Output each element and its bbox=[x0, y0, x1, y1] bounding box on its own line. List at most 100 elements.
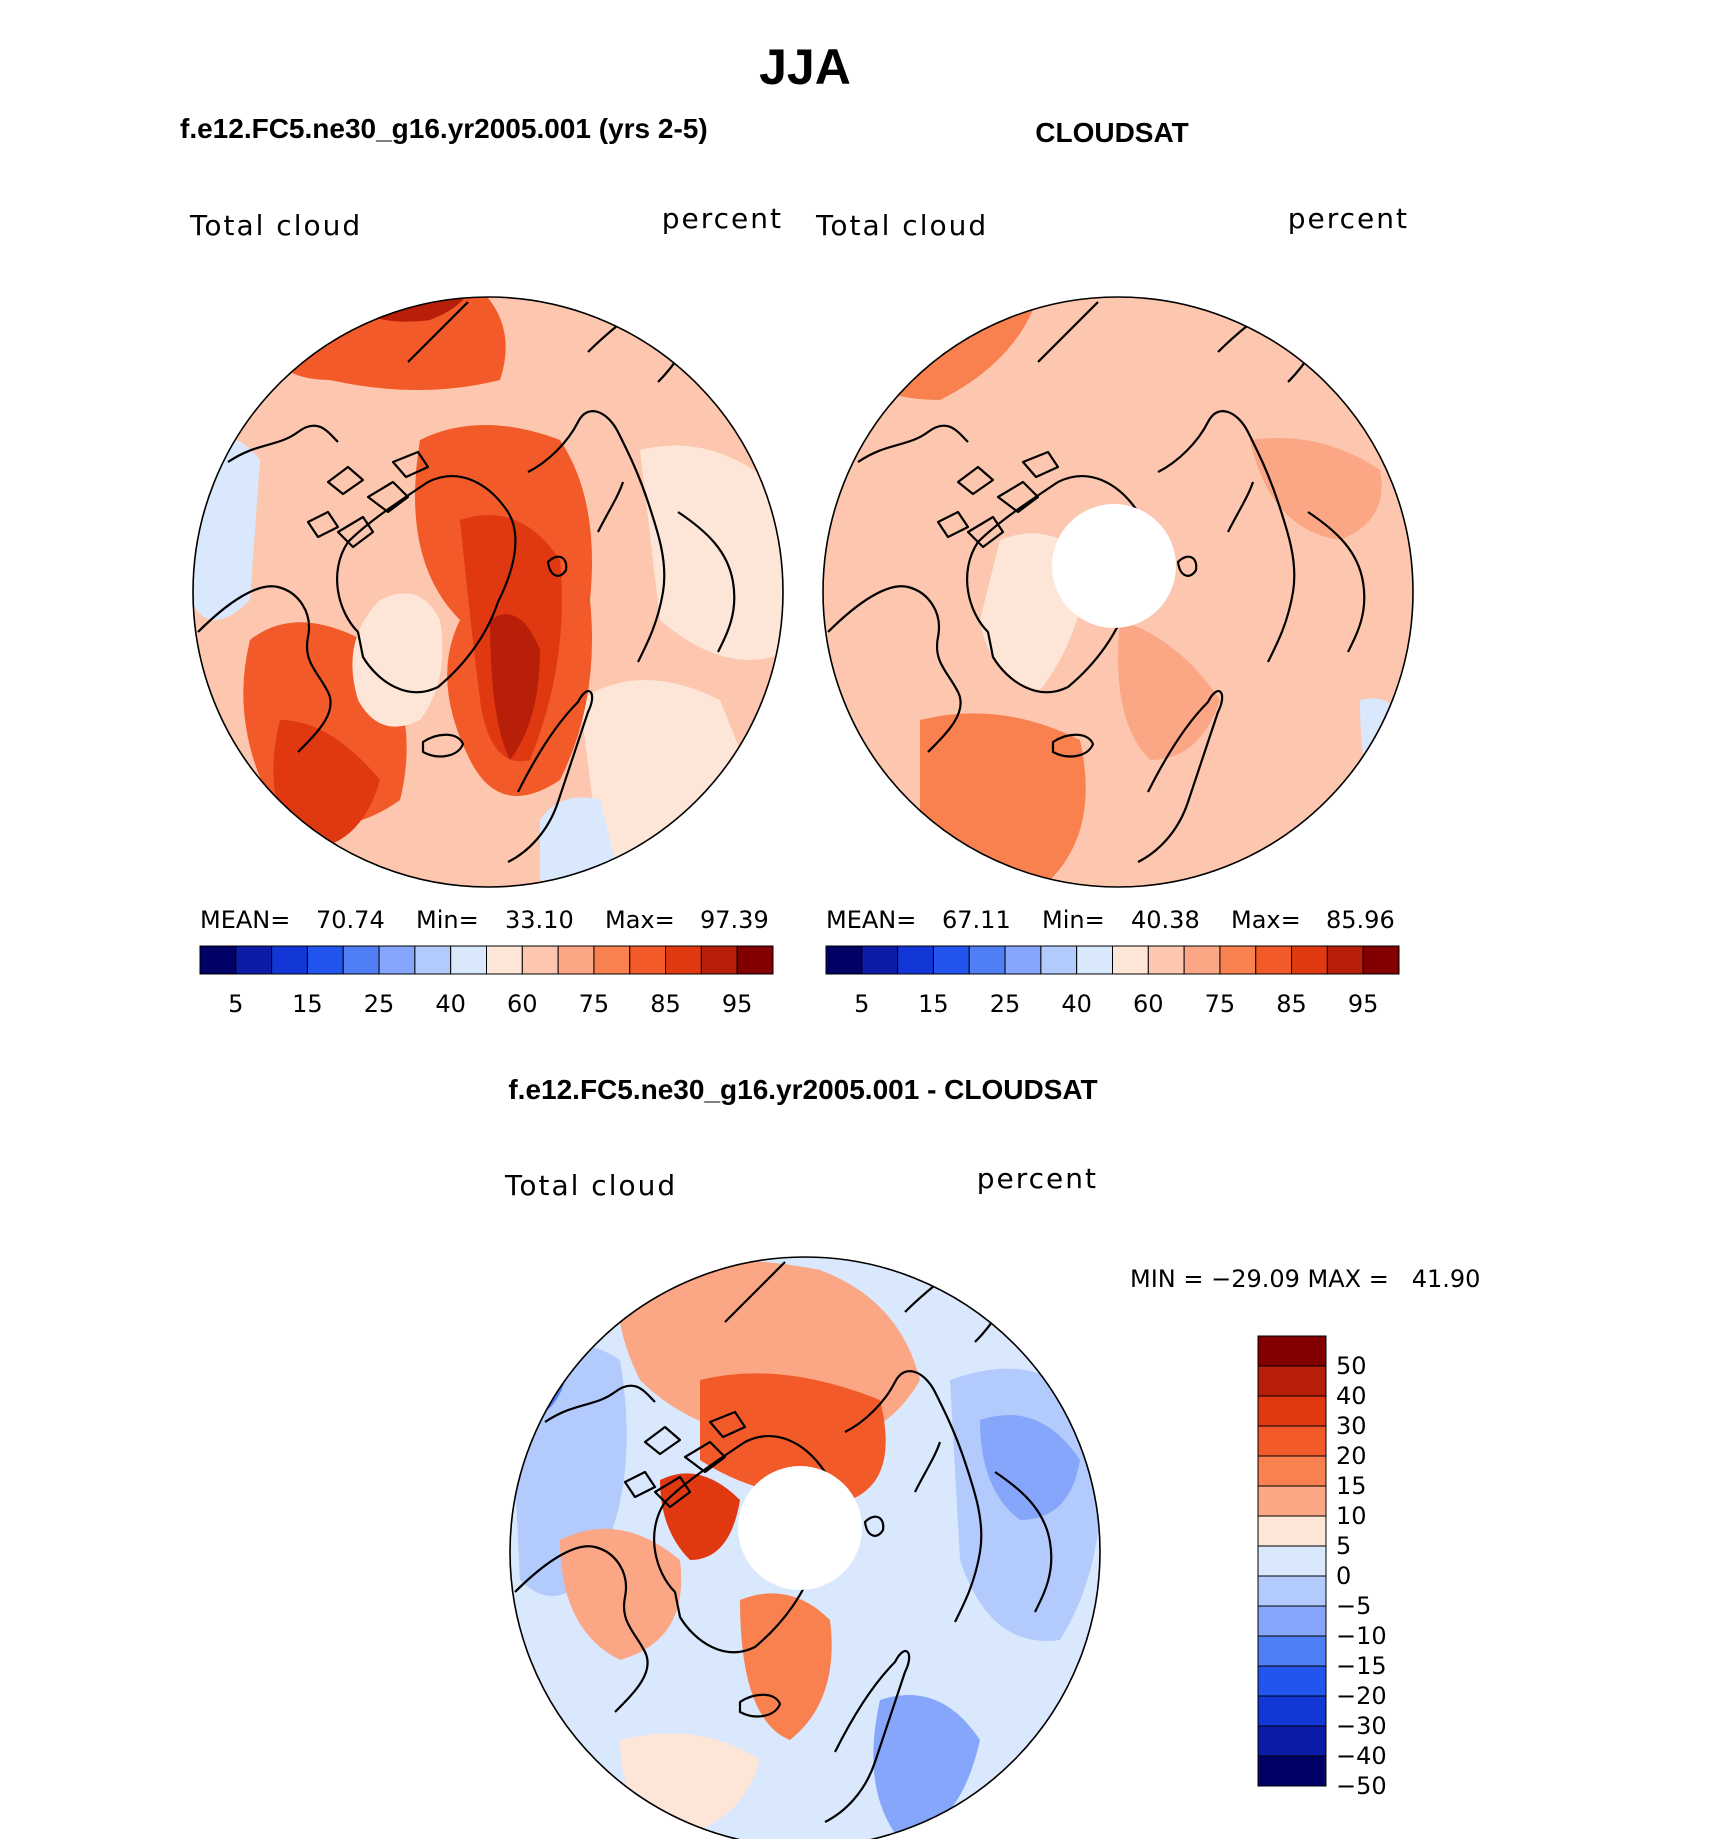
panel-obs-min-value: 40.38 bbox=[1131, 906, 1200, 934]
panel-difference-minmax: MIN = −29.09 MAX = 41.90 bbox=[1130, 1265, 1480, 1293]
panel-obs-mean-label: MEAN= bbox=[826, 906, 916, 934]
colorbar-difference-swatch bbox=[1257, 1605, 1327, 1637]
colorbar-obs-swatch bbox=[1040, 945, 1078, 975]
colorbar-difference-swatch bbox=[1257, 1395, 1327, 1427]
colorbar-model-swatch bbox=[342, 945, 380, 975]
panel-model-mean-value: 70.74 bbox=[316, 906, 385, 934]
panel-model-min-label: Min= bbox=[416, 906, 479, 934]
panel-model-variable-label: Total cloud bbox=[189, 209, 362, 242]
panel-obs-max-label: Max= bbox=[1231, 906, 1301, 934]
colorbar-model-swatch bbox=[557, 945, 595, 975]
panel-obs-max-value: 85.96 bbox=[1326, 906, 1395, 934]
colorbar-difference-swatch bbox=[1257, 1755, 1327, 1787]
colorbar-obs-tick-label: 60 bbox=[1133, 990, 1164, 1018]
panel-difference-units-label: percent bbox=[977, 1162, 1098, 1195]
panel-obs-header: CLOUDSAT bbox=[1035, 117, 1188, 148]
colorbar-model-tick-label: 60 bbox=[507, 990, 538, 1018]
colorbar-obs-swatch bbox=[1291, 945, 1328, 975]
colorbar-difference-tick-label: 5 bbox=[1336, 1532, 1351, 1560]
colorbar-difference-tick-label: 0 bbox=[1336, 1562, 1351, 1590]
panel-model-min-value: 33.10 bbox=[505, 906, 574, 934]
colorbar-model-swatch bbox=[521, 945, 559, 975]
panel-obs-variable-label: Total cloud bbox=[815, 209, 988, 242]
colorbar-model-swatch bbox=[665, 945, 702, 975]
colorbar-obs-swatch bbox=[897, 945, 934, 975]
colorbar-difference-tick-label: −50 bbox=[1336, 1772, 1387, 1800]
colorbar-obs-tick-label: 5 bbox=[854, 990, 869, 1018]
panel-obs-min-label: Min= bbox=[1042, 906, 1105, 934]
colorbar-model-tick-label: 5 bbox=[228, 990, 243, 1018]
colorbar-obs-swatch bbox=[1004, 945, 1042, 975]
colorbar-model-swatch bbox=[450, 945, 487, 975]
colorbar-model-swatch bbox=[199, 945, 237, 975]
colorbar-obs-swatch bbox=[1076, 945, 1113, 975]
colorbar-difference-swatch bbox=[1257, 1545, 1327, 1577]
panel-obs: CLOUDSAT Total cloud percent MEAN= 67.11… bbox=[815, 117, 1414, 1018]
colorbar-difference-swatch bbox=[1257, 1455, 1327, 1487]
colorbar-obs-tick-label: 25 bbox=[990, 990, 1021, 1018]
colorbar-difference-tick-label: −10 bbox=[1336, 1622, 1387, 1650]
colorbar-difference-swatch bbox=[1257, 1665, 1327, 1697]
colorbar-difference-swatch bbox=[1257, 1515, 1327, 1547]
colorbar-model-swatch bbox=[271, 945, 308, 975]
colorbar-obs-swatch bbox=[825, 945, 863, 975]
colorbar-obs: 5 15 25 40 60 75 85 95 bbox=[825, 945, 1400, 1018]
colorbar-obs-swatch bbox=[861, 945, 899, 975]
colorbar-difference-tick-label: 30 bbox=[1336, 1412, 1367, 1440]
polar-map-difference bbox=[510, 1257, 1100, 1839]
colorbar-model: 5 15 25 40 60 75 85 95 bbox=[199, 945, 774, 1018]
colorbar-model-swatch bbox=[306, 945, 344, 975]
colorbar-model-swatch bbox=[700, 945, 738, 975]
panel-model-header: f.e12.FC5.ne30_g16.yr2005.001 (yrs 2-5) bbox=[180, 113, 708, 144]
polar-map-obs bbox=[823, 297, 1413, 887]
colorbar-model-swatch bbox=[378, 945, 416, 975]
colorbar-model-tick-label: 95 bbox=[722, 990, 753, 1018]
colorbar-difference-swatch bbox=[1257, 1725, 1327, 1757]
colorbar-obs-swatch bbox=[968, 945, 1006, 975]
panel-difference: f.e12.FC5.ne30_g16.yr2005.001 - CLOUDSAT… bbox=[504, 1074, 1480, 1839]
colorbar-difference-swatch bbox=[1257, 1485, 1327, 1517]
colorbar-obs-swatch bbox=[1255, 945, 1293, 975]
colorbar-difference-swatch bbox=[1257, 1695, 1327, 1727]
colorbar-obs-swatch bbox=[1326, 945, 1364, 975]
colorbar-difference-tick-label: 20 bbox=[1336, 1442, 1367, 1470]
colorbar-difference-swatch bbox=[1257, 1575, 1327, 1607]
colorbar-obs-swatch bbox=[1112, 945, 1149, 975]
colorbar-difference-tick-label: −20 bbox=[1336, 1682, 1387, 1710]
colorbar-model-tick-label: 85 bbox=[650, 990, 681, 1018]
colorbar-obs-swatch bbox=[1219, 945, 1257, 975]
colorbar-model-tick-label: 40 bbox=[435, 990, 466, 1018]
colorbar-obs-tick-label: 40 bbox=[1061, 990, 1092, 1018]
colorbar-difference-swatch bbox=[1257, 1635, 1327, 1667]
colorbar-difference-tick-label: −15 bbox=[1336, 1652, 1387, 1680]
colorbar-model-swatch bbox=[414, 945, 452, 975]
panel-model-units-label: percent bbox=[662, 202, 783, 235]
colorbar-difference-tick-label: 10 bbox=[1336, 1502, 1367, 1530]
colorbar-difference-tick-label: 40 bbox=[1336, 1382, 1367, 1410]
colorbar-obs-swatch bbox=[1183, 945, 1221, 975]
colorbar-obs-tick-label: 15 bbox=[918, 990, 949, 1018]
colorbar-obs-tick-label: 85 bbox=[1276, 990, 1307, 1018]
panel-model-mean-label: MEAN= bbox=[200, 906, 290, 934]
colorbar-difference-swatch bbox=[1257, 1425, 1327, 1457]
colorbar-model-swatch bbox=[486, 945, 523, 975]
panel-model: f.e12.FC5.ne30_g16.yr2005.001 (yrs 2-5) … bbox=[180, 113, 784, 1018]
colorbar-model-tick-label: 15 bbox=[292, 990, 323, 1018]
colorbar-obs-swatch bbox=[1147, 945, 1185, 975]
panel-difference-variable-label: Total cloud bbox=[504, 1169, 677, 1202]
colorbar-difference-swatch bbox=[1257, 1365, 1327, 1397]
panel-obs-mean-value: 67.11 bbox=[942, 906, 1011, 934]
colorbar-model-swatch bbox=[593, 945, 631, 975]
colorbar-difference-tick-label: −40 bbox=[1336, 1742, 1387, 1770]
colorbar-obs-swatch bbox=[1362, 945, 1400, 975]
colorbar-difference-tick-label: 50 bbox=[1336, 1352, 1367, 1380]
colorbar-obs-tick-label: 95 bbox=[1348, 990, 1379, 1018]
panel-model-max-value: 97.39 bbox=[700, 906, 769, 934]
colorbar-model-swatch bbox=[629, 945, 667, 975]
colorbar-difference-tick-label: 15 bbox=[1336, 1472, 1367, 1500]
colorbar-difference-tick-label: −5 bbox=[1336, 1592, 1371, 1620]
colorbar-model-swatch bbox=[235, 945, 273, 975]
figure-title: JJA bbox=[759, 39, 851, 95]
